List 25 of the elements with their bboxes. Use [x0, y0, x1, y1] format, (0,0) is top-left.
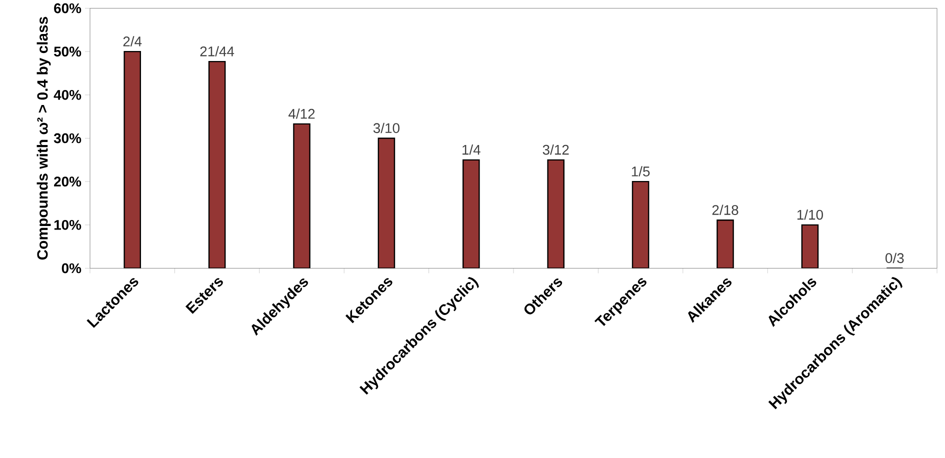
- y-tick-label: 40%: [54, 90, 82, 100]
- annotation: 1/10: [797, 209, 823, 220]
- y-axis-title: Compounds with ω² > 0.4 by class: [36, 16, 51, 260]
- annotation: 21/44: [200, 46, 234, 56]
- y-tick-label: 60%: [54, 3, 82, 14]
- annotation: 1/4: [462, 144, 480, 155]
- bar: [632, 180, 650, 268]
- bar: [208, 60, 226, 268]
- annotation: 0/3: [886, 252, 904, 263]
- y-tick-label: 50%: [54, 46, 82, 56]
- annotation: 1/5: [632, 166, 650, 176]
- bar: [378, 138, 396, 268]
- annotation: 4/12: [288, 108, 315, 119]
- annotation: 2/18: [712, 204, 738, 215]
- bar: [801, 224, 819, 268]
- annotation: 2/4: [123, 36, 142, 46]
- annotation: 3/12: [542, 144, 569, 155]
- annotation: 3/10: [373, 122, 400, 133]
- bar: [547, 159, 564, 268]
- bar: [124, 50, 141, 268]
- y-tick-label: 30%: [54, 133, 82, 144]
- y-tick-label: 0%: [62, 263, 82, 274]
- y-tick-label: 20%: [54, 176, 82, 186]
- bar: [462, 159, 480, 268]
- y-tick-label: 10%: [54, 220, 82, 230]
